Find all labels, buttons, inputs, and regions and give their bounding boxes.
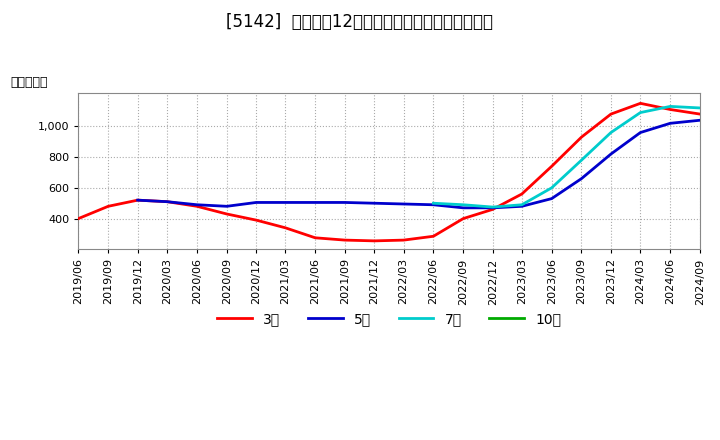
Y-axis label: （百万円）: （百万円） [10,77,48,89]
Legend: 3年, 5年, 7年, 10年: 3年, 5年, 7年, 10年 [212,306,567,332]
Text: [5142]  経常利益12か月移動合計の標準偏差の推移: [5142] 経常利益12か月移動合計の標準偏差の推移 [227,13,493,31]
